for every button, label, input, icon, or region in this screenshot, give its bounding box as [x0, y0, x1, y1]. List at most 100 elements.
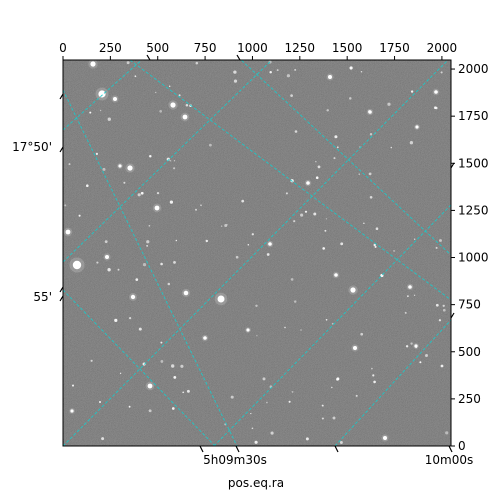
bright-star — [127, 165, 133, 171]
ra-tick-mark — [199, 445, 204, 453]
faint-star — [173, 261, 176, 264]
faint-star — [173, 160, 176, 162]
bright-star — [118, 164, 122, 168]
faint-star — [369, 132, 373, 136]
faint-star — [369, 195, 373, 199]
faint-star — [333, 157, 336, 160]
faint-star — [146, 240, 150, 244]
faint-star — [288, 400, 291, 403]
world-tick-mark — [450, 162, 455, 169]
faint-star — [375, 227, 379, 230]
faint-star — [360, 71, 363, 73]
bright-star — [154, 205, 160, 211]
grid-line — [63, 60, 449, 446]
faint-star — [128, 405, 131, 408]
bright-star — [408, 285, 412, 289]
faint-star — [96, 261, 99, 264]
faint-star — [407, 295, 409, 297]
faint-star — [254, 440, 258, 444]
faint-star — [230, 395, 234, 399]
bright-star — [328, 75, 332, 79]
faint-star — [442, 304, 445, 307]
faint-star — [439, 239, 442, 242]
faint-star — [251, 233, 254, 236]
faint-star — [266, 253, 270, 256]
ra-tick-mark — [235, 445, 240, 453]
faint-star — [270, 431, 274, 435]
plot-frame — [62, 59, 452, 447]
bright-star — [334, 273, 338, 277]
faint-star — [286, 74, 291, 78]
x-tick-label: 1750 — [379, 41, 410, 55]
grid-line — [129, 60, 451, 301]
faint-star — [390, 146, 393, 149]
faint-star — [123, 181, 126, 184]
faint-star — [209, 143, 212, 147]
x-tick-label: 250 — [99, 41, 122, 55]
bright-star — [350, 287, 356, 293]
y-tick-label: 1750 — [458, 109, 489, 123]
y-tick-label: 1500 — [458, 156, 489, 170]
faint-star — [445, 431, 449, 435]
faint-star — [169, 200, 174, 204]
faint-star — [393, 249, 396, 252]
faint-star — [247, 244, 250, 246]
faint-star — [336, 146, 339, 149]
x-pixel-axis: 0 250 500 750 1000 1250 1500 1750 2000 — [59, 41, 457, 60]
ra-tick-mark — [448, 445, 453, 453]
faint-star — [294, 130, 298, 133]
faint-star — [440, 364, 444, 368]
faint-star — [324, 229, 327, 232]
faint-star — [371, 367, 373, 370]
y-tick-label: 1000 — [458, 251, 489, 265]
faint-star — [332, 416, 336, 420]
faint-star — [294, 68, 297, 71]
x-tick-label: 500 — [146, 41, 169, 55]
faint-star — [167, 282, 171, 286]
bright-star — [306, 181, 310, 185]
bright-star — [182, 114, 188, 120]
faint-star — [224, 224, 228, 227]
world-tick-mark — [450, 312, 455, 319]
faint-star — [313, 212, 317, 216]
faint-star — [168, 85, 171, 88]
bright-star — [72, 260, 82, 270]
faint-star — [156, 191, 160, 195]
ra-tick-mark — [334, 445, 339, 453]
faint-star — [107, 117, 111, 121]
faint-star — [235, 255, 239, 259]
faint-star — [293, 220, 296, 223]
bright-star — [98, 90, 106, 98]
faint-star — [233, 70, 237, 74]
x-tick-label: 0 — [59, 41, 67, 55]
faint-star — [142, 262, 147, 267]
faint-star — [368, 172, 372, 176]
bright-star — [183, 290, 189, 296]
faint-star — [336, 377, 340, 381]
faint-star — [241, 199, 245, 203]
faint-star — [255, 304, 258, 308]
grid-line — [63, 60, 273, 263]
faint-star — [107, 268, 111, 272]
plot-area — [62, 59, 452, 447]
faint-star — [135, 278, 139, 281]
faint-star — [101, 437, 105, 441]
faint-star — [251, 427, 254, 430]
faint-star — [185, 104, 189, 107]
faint-star — [291, 390, 294, 393]
faint-star — [325, 319, 328, 321]
faint-star — [373, 380, 376, 384]
faint-star — [340, 242, 344, 246]
faint-star — [438, 319, 442, 322]
faint-star — [128, 316, 132, 320]
faint-star — [78, 214, 81, 217]
faint-star — [148, 409, 152, 413]
faint-star — [205, 239, 209, 243]
y-tick-label: 500 — [458, 345, 481, 359]
faint-star — [159, 109, 163, 113]
y-tick-label: 750 — [458, 298, 481, 312]
faint-star — [126, 61, 130, 65]
faint-star — [317, 165, 321, 169]
faint-star — [160, 341, 163, 344]
bright-star — [268, 242, 272, 246]
